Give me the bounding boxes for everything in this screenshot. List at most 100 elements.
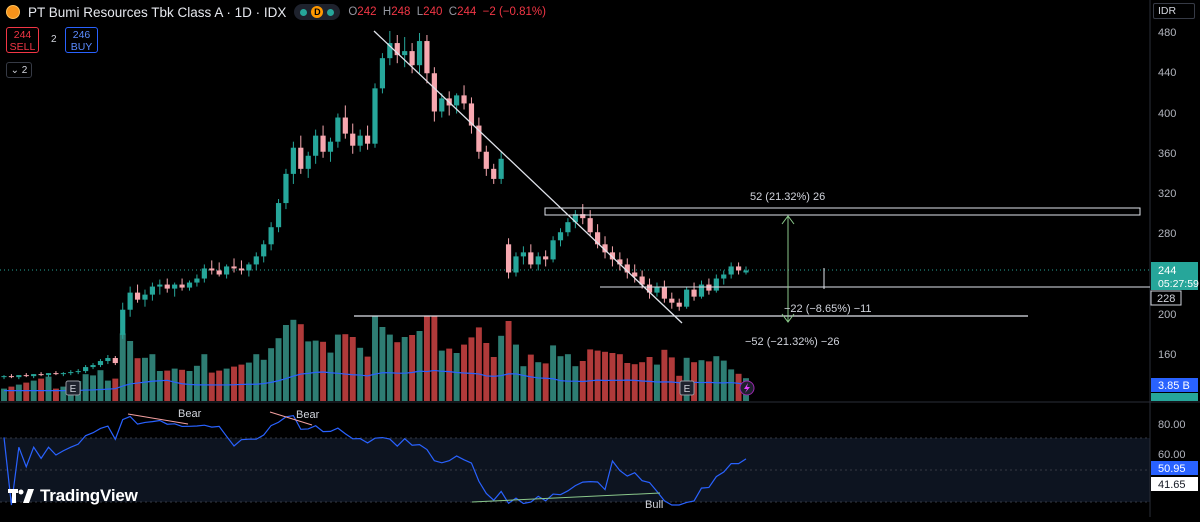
volume-bar [1, 388, 7, 401]
rsi-tick-60: 60.00 [1158, 449, 1186, 461]
tick-200: 200 [1158, 309, 1176, 321]
candle-body [209, 268, 215, 271]
current-price-tag [1151, 262, 1198, 290]
candle-body [186, 282, 193, 288]
volume-bar [483, 343, 490, 401]
volume-bar [527, 354, 534, 401]
volume-bar [82, 374, 89, 401]
volume-bar [453, 353, 460, 401]
volume-bar [735, 373, 742, 401]
data-status-dot-icon [327, 8, 335, 16]
tick-400: 400 [1158, 108, 1176, 120]
tradingview-watermark[interactable]: TradingView [8, 486, 138, 506]
volume-bar [661, 349, 668, 401]
volume-bar [394, 342, 401, 401]
volume-bar [8, 386, 15, 401]
candle-body [646, 284, 653, 293]
volume-bar [505, 321, 512, 401]
volume-bar [142, 357, 148, 401]
level-228-tag [1150, 290, 1182, 306]
candle-body [743, 270, 749, 273]
candle-body [669, 298, 675, 303]
status-pill[interactable]: D [294, 4, 341, 20]
volume-bar [446, 348, 453, 401]
volume-bar [60, 386, 67, 401]
volume-bar [438, 350, 445, 401]
measure-up-label: 52 (21.32%) 26 [750, 191, 825, 203]
candle-body [387, 43, 393, 59]
candle-body [268, 227, 274, 245]
candle-body [224, 266, 230, 275]
candle-body [83, 367, 89, 372]
buy-button[interactable]: 246 BUY [65, 27, 98, 53]
candle-body [565, 222, 571, 233]
sell-label: SELL [9, 41, 36, 53]
volume-bar [409, 335, 416, 401]
chevron-down-icon: ⌄ [10, 65, 22, 76]
volume-bar [305, 341, 312, 401]
candle-body [595, 232, 601, 245]
volume-bar [631, 364, 638, 401]
volume-bar [468, 337, 475, 401]
volume-bar [282, 325, 289, 401]
tick-480: 480 [1158, 27, 1176, 39]
earnings-marker-1[interactable]: E [65, 380, 81, 396]
measure-up-arrow [781, 215, 795, 225]
candle-body [8, 376, 15, 378]
volume-bar [275, 338, 282, 401]
volume-bar [594, 350, 601, 401]
volume-bar [119, 333, 126, 401]
volume-bar [616, 354, 623, 401]
candle-body [290, 147, 296, 174]
volume-bar [38, 378, 45, 401]
measure-down-label: −52 (−21.32%) −26 [745, 336, 840, 348]
candle-body [120, 309, 126, 335]
candle-body [624, 264, 630, 273]
rsi-tick-80: 80.00 [1158, 419, 1186, 431]
candle-body [53, 373, 59, 375]
volume-bar [334, 334, 341, 401]
volume-bar [587, 349, 594, 401]
candle-body [543, 256, 549, 260]
candle-body [68, 372, 74, 374]
volume-bar [260, 359, 267, 401]
volume-tag [1151, 378, 1198, 392]
volume-bar [416, 331, 423, 401]
candle-body [261, 244, 267, 257]
market-open-dot-icon [300, 8, 308, 16]
symbol-title[interactable]: PT Bumi Resources Tbk Class A · 1D · IDX [28, 4, 287, 20]
lightning-icon[interactable] [739, 380, 755, 396]
candle-body [97, 361, 104, 366]
candle-body [654, 286, 660, 293]
candle-body [127, 292, 133, 310]
current-price-value: 244 [1158, 265, 1176, 277]
tick-280: 280 [1158, 228, 1176, 240]
volume-bar [379, 327, 386, 401]
buy-price: 246 [72, 29, 91, 41]
candle-body [23, 375, 29, 377]
rsi-axis: 80.00 60.00 [1158, 419, 1186, 461]
symbol-header: PT Bumi Resources Tbk Class A · 1D · IDX… [6, 3, 546, 21]
tradingview-wordmark: TradingView [40, 486, 138, 505]
sell-button[interactable]: 244 SELL [6, 27, 39, 53]
candle-body [617, 259, 623, 265]
volume-bar [231, 366, 237, 401]
buy-label: BUY [70, 41, 93, 53]
bear-label-1: Bear [178, 408, 202, 420]
volume-bar [431, 316, 438, 401]
measure-down-small-label: −22 (−8.65%) −11 [784, 303, 872, 315]
indicators-toggle-button[interactable]: ⌄ 2 [6, 62, 32, 78]
candle-body [431, 73, 437, 112]
volume-bar [15, 384, 22, 401]
candle-body [164, 284, 170, 289]
volume-bar [542, 363, 549, 401]
currency-button[interactable]: IDR [1153, 3, 1195, 19]
candle-body [602, 244, 608, 253]
bull-divergence [471, 492, 661, 503]
volume-bar [653, 364, 660, 401]
candle-body [357, 135, 363, 146]
earnings-marker-2[interactable]: E [679, 380, 695, 396]
candle-body [142, 294, 148, 300]
